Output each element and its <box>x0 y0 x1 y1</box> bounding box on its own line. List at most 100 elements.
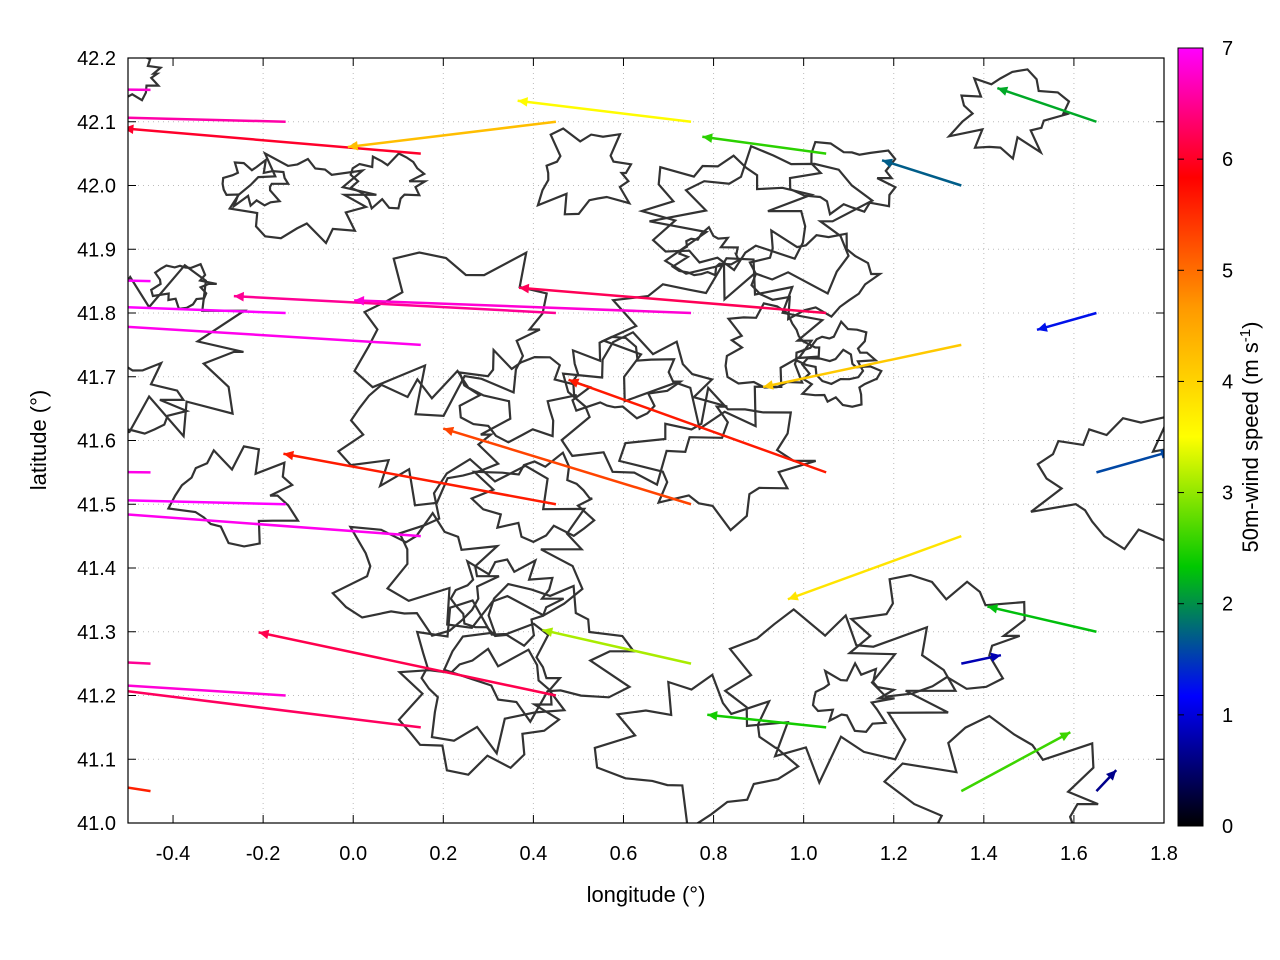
wind-vector-shaft <box>702 135 827 155</box>
wind-vector-shaft <box>128 499 286 506</box>
wind-vector-head <box>354 295 365 306</box>
wind-vector-head <box>882 158 893 168</box>
y-tick-label: 42.2 <box>77 48 116 70</box>
colorbar-tick-label: 7 <box>1222 38 1233 60</box>
contour-line <box>811 660 898 733</box>
wind-vector <box>283 450 557 506</box>
wind-vector-head <box>787 591 799 601</box>
terrain-contours <box>128 58 1164 823</box>
wind-vector-shaft <box>354 299 692 315</box>
contour-line <box>221 157 291 210</box>
wind-vector <box>128 499 286 506</box>
wind-vector-shaft <box>987 605 1097 633</box>
contour-line <box>570 335 685 420</box>
contour-line <box>560 330 730 487</box>
x-axis-label: longitude (°) <box>587 882 706 907</box>
wind-vector <box>354 295 692 315</box>
x-tick-label: 0.8 <box>700 843 728 865</box>
wind-vector-shaft <box>1096 451 1164 474</box>
wind-vector <box>568 378 827 474</box>
wind-vector <box>960 731 1071 793</box>
wind-vector <box>128 513 421 538</box>
wind-vector-shaft <box>442 427 692 506</box>
wind-vector <box>542 627 692 665</box>
y-axis-ticks: 41.0 41.1 41.2 41.3 41.4 41.5 41.6 41.7 41.8 41.9… <box>77 48 1164 835</box>
wind-vector-shaft <box>881 159 962 187</box>
wind-vector-shaft <box>233 294 556 315</box>
colorbar-tick-label: 6 <box>1222 149 1233 171</box>
wind-vector-shaft <box>128 513 421 538</box>
wind-vector <box>128 325 421 347</box>
wind-vector-shaft <box>568 378 827 474</box>
wind-vector-shaft <box>283 452 557 506</box>
contour-line <box>166 445 301 548</box>
colorbar-tick-label: 2 <box>1222 594 1233 616</box>
contour-line <box>724 302 821 389</box>
wind-vector-shaft <box>518 286 827 315</box>
contour-line <box>330 511 501 637</box>
wind-vector-head <box>1059 732 1071 742</box>
wind-vector-shaft <box>128 127 421 155</box>
colorbar-gradient <box>1177 47 1204 827</box>
wind-vector <box>442 426 692 506</box>
contour-line <box>617 385 817 532</box>
wind-vector-shaft <box>258 631 557 697</box>
wind-vector-shaft <box>128 116 286 123</box>
contour-line <box>348 152 430 211</box>
wind-vector <box>961 652 1002 665</box>
x-tick-label: 1.6 <box>1060 843 1088 865</box>
x-tick-label: -0.4 <box>156 843 190 865</box>
colorbar-ticks: 0 1 2 3 4 5 6 7 <box>1178 38 1233 838</box>
colorbar-tick-label: 1 <box>1222 705 1233 727</box>
contour-line <box>788 140 898 217</box>
x-tick-label: -0.2 <box>246 843 280 865</box>
contour-line <box>469 450 596 544</box>
colorbar-label-main: 50m-wind speed (m s <box>1238 342 1263 552</box>
colorbar-label-tail: ) <box>1238 322 1263 329</box>
wind-vector-shaft <box>517 99 692 123</box>
wind-vector-shaft <box>347 120 557 149</box>
wind-vector <box>128 690 421 729</box>
contour-line <box>882 714 1099 823</box>
contour-line <box>748 228 884 322</box>
y-tick-label: 41.2 <box>77 686 116 708</box>
wind-vector-head <box>987 604 999 614</box>
contour-line <box>449 558 565 648</box>
wind-vector-head <box>997 86 1009 96</box>
wind-vectors <box>128 86 1164 793</box>
wind-vector-head <box>568 378 580 388</box>
wind-vector-head <box>517 97 529 107</box>
wind-vector-head <box>763 380 774 390</box>
wind-vector-head <box>707 711 718 721</box>
wind-vector-shaft <box>542 628 692 665</box>
wind-vector-shaft <box>996 86 1097 123</box>
wind-vector <box>517 97 692 123</box>
wind-vector-shaft <box>128 306 286 315</box>
contour-line <box>336 369 512 507</box>
wind-vector-shaft <box>762 343 962 389</box>
contour-line <box>846 573 1026 698</box>
contour-line <box>1030 416 1164 551</box>
y-tick-label: 41.9 <box>77 239 116 261</box>
contour-line <box>353 250 548 417</box>
wind-vector-shaft <box>960 731 1071 793</box>
contour-line <box>149 262 217 311</box>
wind-vector-head <box>990 652 1001 662</box>
wind-vector <box>707 711 827 729</box>
contour-line <box>946 68 1071 161</box>
wind-vector <box>233 291 556 315</box>
wind-vector-head <box>128 124 134 134</box>
wind-vector <box>258 629 557 697</box>
wind-vector-shaft <box>707 713 827 729</box>
wind-vector-head <box>443 426 455 436</box>
contour-line <box>128 263 248 439</box>
x-tick-label: 1.0 <box>790 843 818 865</box>
x-tick-label: 1.2 <box>880 843 908 865</box>
contour-line <box>128 58 164 102</box>
wind-vector-head <box>233 291 244 302</box>
y-tick-label: 41.0 <box>77 813 116 835</box>
wind-vector <box>1095 769 1118 792</box>
wind-vector <box>996 86 1097 123</box>
x-tick-label: 1.8 <box>1150 843 1178 865</box>
